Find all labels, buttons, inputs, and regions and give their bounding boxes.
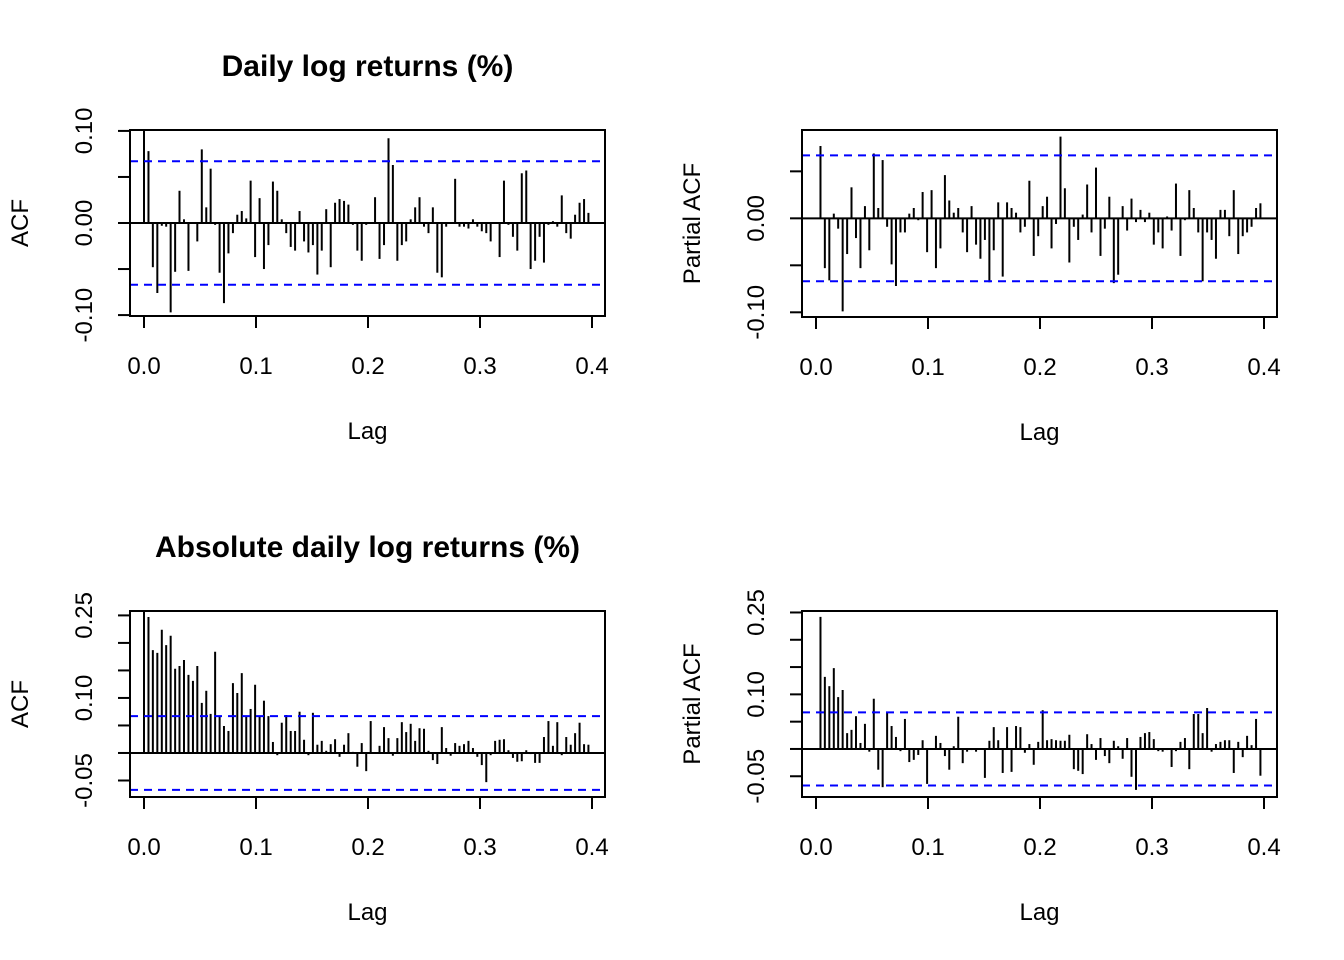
y-axis-label: Partial ACF (679, 163, 706, 284)
x-tick-label: 0.3 (463, 834, 496, 861)
x-tick-label: 0.0 (799, 834, 832, 861)
x-axis-label: Lag (347, 899, 387, 926)
plot-area (130, 130, 605, 313)
x-tick-label: 0.2 (351, 353, 384, 380)
y-tick-label: 0.10 (71, 675, 98, 722)
x-tick-label: 0.2 (1023, 834, 1056, 861)
y-tick-label: -0.05 (743, 749, 770, 804)
x-tick-label: 0.1 (239, 353, 272, 380)
x-axis-label: Lag (347, 418, 387, 445)
plot-area (802, 136, 1277, 312)
x-tick-label: 0.4 (575, 353, 608, 380)
x-tick-label: 0.3 (1135, 834, 1168, 861)
x-tick-label: 0.0 (127, 834, 160, 861)
chart-title: Daily log returns (%) (222, 50, 514, 83)
x-tick-label: 0.3 (463, 353, 496, 380)
x-tick-label: 0.2 (1023, 354, 1056, 381)
x-axis-label: Lag (1019, 899, 1059, 926)
y-axis-label: ACF (7, 680, 34, 728)
y-tick-label: -0.05 (71, 753, 98, 808)
y-tick-label: 0.10 (71, 108, 98, 155)
y-tick-label: -0.10 (743, 285, 770, 340)
y-axis-label: ACF (7, 199, 34, 247)
y-tick-label: 0.25 (71, 592, 98, 639)
y-tick-label: 0.25 (743, 589, 770, 636)
x-tick-label: 0.0 (127, 353, 160, 380)
x-tick-label: 0.2 (351, 834, 384, 861)
plot-area (802, 616, 1277, 790)
chart-title: Absolute daily log returns (%) (155, 531, 580, 564)
y-tick-label: 0.00 (743, 195, 770, 242)
x-tick-label: 0.1 (911, 354, 944, 381)
y-tick-label: -0.10 (71, 288, 98, 343)
x-tick-label: 0.1 (239, 834, 272, 861)
y-tick-label: 0.00 (71, 200, 98, 247)
x-tick-label: 0.0 (799, 354, 832, 381)
y-tick-label: 0.10 (743, 671, 770, 718)
x-tick-label: 0.4 (1247, 354, 1280, 381)
y-axis-label: Partial ACF (679, 643, 706, 764)
x-tick-label: 0.4 (575, 834, 608, 861)
plot-area (130, 611, 605, 791)
x-tick-label: 0.4 (1247, 834, 1280, 861)
x-tick-label: 0.1 (911, 834, 944, 861)
x-tick-label: 0.3 (1135, 354, 1168, 381)
x-axis-label: Lag (1019, 419, 1059, 446)
